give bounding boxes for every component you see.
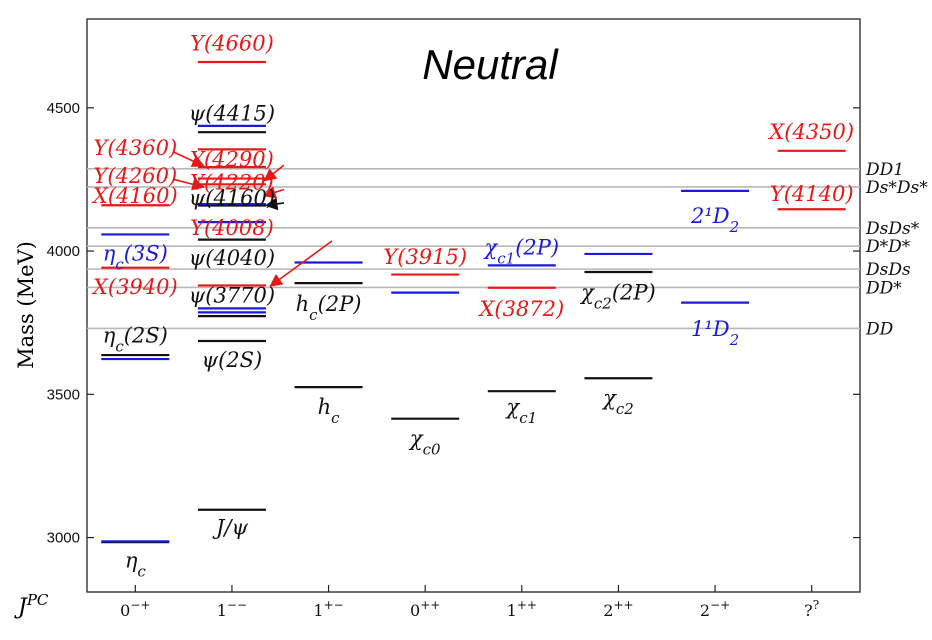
state-label: hc(2P)	[296, 292, 362, 324]
y-tick-label: 4000	[47, 243, 80, 260]
x-axis-ticks: 0−+ 1−− 1+− 0++ 1++ 2++ 2−+??	[120, 585, 819, 620]
y-axis-ticks: 3000 3500 4000 4500	[47, 100, 860, 547]
state-labels: ηc ηc(2S) ηc(3S) X(4160) X(3940) Y(4360) Y(426…	[91, 31, 854, 580]
annotation-arrow	[263, 164, 285, 182]
x-axis-label: JPC	[14, 591, 49, 620]
annotation-arrow	[173, 151, 205, 167]
state-label: J/ψ	[212, 516, 248, 540]
threshold-label: D*D*	[865, 237, 911, 257]
annotation-arrow	[262, 186, 285, 199]
state-label: χc2(2P)	[579, 281, 656, 313]
state-label: Y(3915)	[383, 245, 467, 269]
x-tick-label: ??	[804, 598, 819, 620]
state-label: ψ(2S)	[202, 348, 263, 372]
state-label: 1¹D2	[691, 317, 739, 349]
state-label: X(4350)	[767, 120, 854, 144]
state-label: X(4160)	[91, 184, 178, 208]
state-label: hc	[318, 395, 341, 427]
energy-levels	[101, 60, 846, 544]
threshold-label: DD	[865, 319, 894, 339]
state-label: ηc(3S)	[103, 241, 168, 273]
y-axis-label: Mass (MeV)	[14, 241, 38, 369]
threshold-lines: DD DD*DsDs D*D*DsDs* Ds*Ds*DD1	[87, 160, 928, 339]
state-label: Y(4260)	[93, 164, 177, 188]
state-label: Y(4660)	[190, 31, 274, 55]
x-tick-label: 0−+	[120, 598, 150, 620]
state-label: Y(4290)	[190, 147, 274, 171]
state-label: Y(4140)	[770, 182, 854, 206]
y-tick-label: 3000	[47, 530, 80, 547]
annotation-arrow	[269, 240, 333, 287]
state-label: ψ(3770)	[189, 283, 275, 307]
state-label: χc2	[601, 386, 634, 418]
state-label: ηc	[125, 548, 147, 580]
threshold-label: DD1	[865, 160, 904, 180]
y-tick-label: 4500	[47, 100, 80, 117]
state-label: χc1	[504, 395, 537, 427]
chart-title: Neutral	[422, 41, 559, 88]
x-tick-label: 1+−	[313, 598, 343, 620]
state-label: χc0	[408, 427, 441, 459]
threshold-label: DsDs*	[865, 219, 920, 239]
x-tick-label: 1−−	[217, 598, 247, 620]
annotation-arrow	[173, 178, 206, 191]
annotation-arrows	[173, 151, 333, 287]
state-label: ηc(2S)	[103, 324, 168, 356]
state-label: X(3872)	[477, 297, 564, 321]
state-label: 2¹D2	[690, 204, 739, 236]
x-tick-label: 1++	[507, 598, 537, 620]
state-label: X(3940)	[91, 275, 178, 299]
plot-frame	[86, 18, 861, 593]
state-label: ψ(4040)	[189, 246, 275, 270]
x-tick-label: 2++	[603, 598, 633, 620]
x-tick-label: 2−+	[700, 598, 730, 620]
threshold-label: DsDs	[865, 260, 911, 280]
threshold-label: Ds*Ds*	[865, 178, 928, 198]
state-label: ψ(4415)	[189, 102, 275, 126]
state-label: Y(4008)	[190, 216, 274, 240]
state-label: Y(4220)	[190, 170, 274, 194]
annotation-arrow	[264, 197, 285, 211]
state-label: Y(4360)	[93, 136, 177, 160]
x-tick-label: 0++	[410, 598, 440, 620]
y-tick-label: 3500	[47, 386, 80, 403]
state-label: ψ(4160)	[189, 186, 275, 210]
state-label: χc1(2P)	[483, 236, 560, 268]
threshold-label: DD*	[865, 278, 902, 298]
